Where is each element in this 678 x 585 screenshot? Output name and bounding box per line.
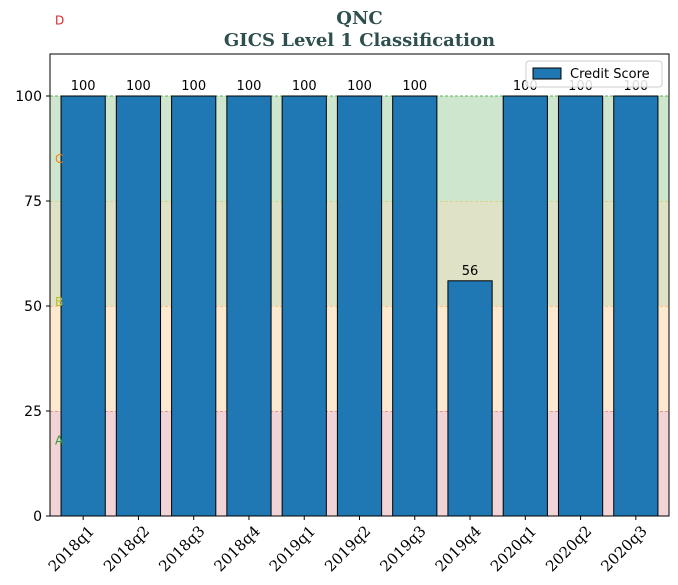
x-tick-label: 2019q2 xyxy=(321,522,374,575)
x-tick-label: 2020q1 xyxy=(487,522,540,575)
y-tick-label: 75 xyxy=(24,194,42,210)
legend: Credit Score xyxy=(525,60,663,88)
x-tick-label: 2019q1 xyxy=(266,522,319,575)
bar-2018q3 xyxy=(171,95,217,517)
data-label-2018q1: 100 xyxy=(71,79,96,94)
x-tick-label: 2020q2 xyxy=(542,522,595,575)
band-label-a: A xyxy=(55,433,64,447)
y-tick-label: 50 xyxy=(24,299,42,315)
data-label-2019q3: 100 xyxy=(402,79,427,94)
y-tick-label: 0 xyxy=(33,509,42,525)
band-label-c: C xyxy=(55,152,63,166)
x-tick-label: 2019q3 xyxy=(376,522,429,575)
bar-2018q1 xyxy=(60,95,106,517)
chart-subtitle: GICS Level 1 Classification xyxy=(224,30,495,51)
x-tick-label: 2018q1 xyxy=(45,522,98,575)
x-tick-label: 2019q4 xyxy=(432,522,485,575)
bar-2018q4 xyxy=(226,95,272,517)
y-tick-label: 100 xyxy=(15,89,42,105)
x-axis: 2018q1 2018q2 2018q3 2018q4 2019q1 2019q2 2019… xyxy=(45,516,651,575)
y-axis: 0 25 50 75 100 xyxy=(15,89,50,525)
data-label-2019q4: 56 xyxy=(462,264,479,279)
x-tick-label: 2018q2 xyxy=(100,522,153,575)
data-label-2019q2: 100 xyxy=(347,79,372,94)
x-tick-label: 2020q3 xyxy=(597,522,650,575)
bar-2019q2 xyxy=(336,95,383,517)
data-label-2018q2: 100 xyxy=(126,79,151,94)
data-label-2018q3: 100 xyxy=(181,79,206,94)
legend-swatch xyxy=(532,67,562,80)
band-label-d: D xyxy=(55,13,64,27)
x-tick-label: 2018q3 xyxy=(155,522,208,575)
bars xyxy=(60,95,659,517)
bar-2019q3 xyxy=(392,95,438,517)
bar-2019q1 xyxy=(281,95,327,517)
data-label-2018q4: 100 xyxy=(237,79,262,94)
bar-2020q1 xyxy=(502,95,548,517)
bar-2020q2 xyxy=(557,95,604,517)
bar-2020q3 xyxy=(613,95,659,517)
data-label-2019q1: 100 xyxy=(292,79,317,94)
chart-title: QNC xyxy=(336,8,382,29)
y-tick-label: 25 xyxy=(24,404,42,420)
legend-label: Credit Score xyxy=(570,67,650,82)
x-tick-label: 2018q4 xyxy=(211,522,264,575)
band-label-b: B xyxy=(55,295,63,309)
bar-2018q2 xyxy=(115,95,162,517)
bar-2019q4 xyxy=(447,280,493,517)
band-labels: A B C D xyxy=(55,13,64,447)
